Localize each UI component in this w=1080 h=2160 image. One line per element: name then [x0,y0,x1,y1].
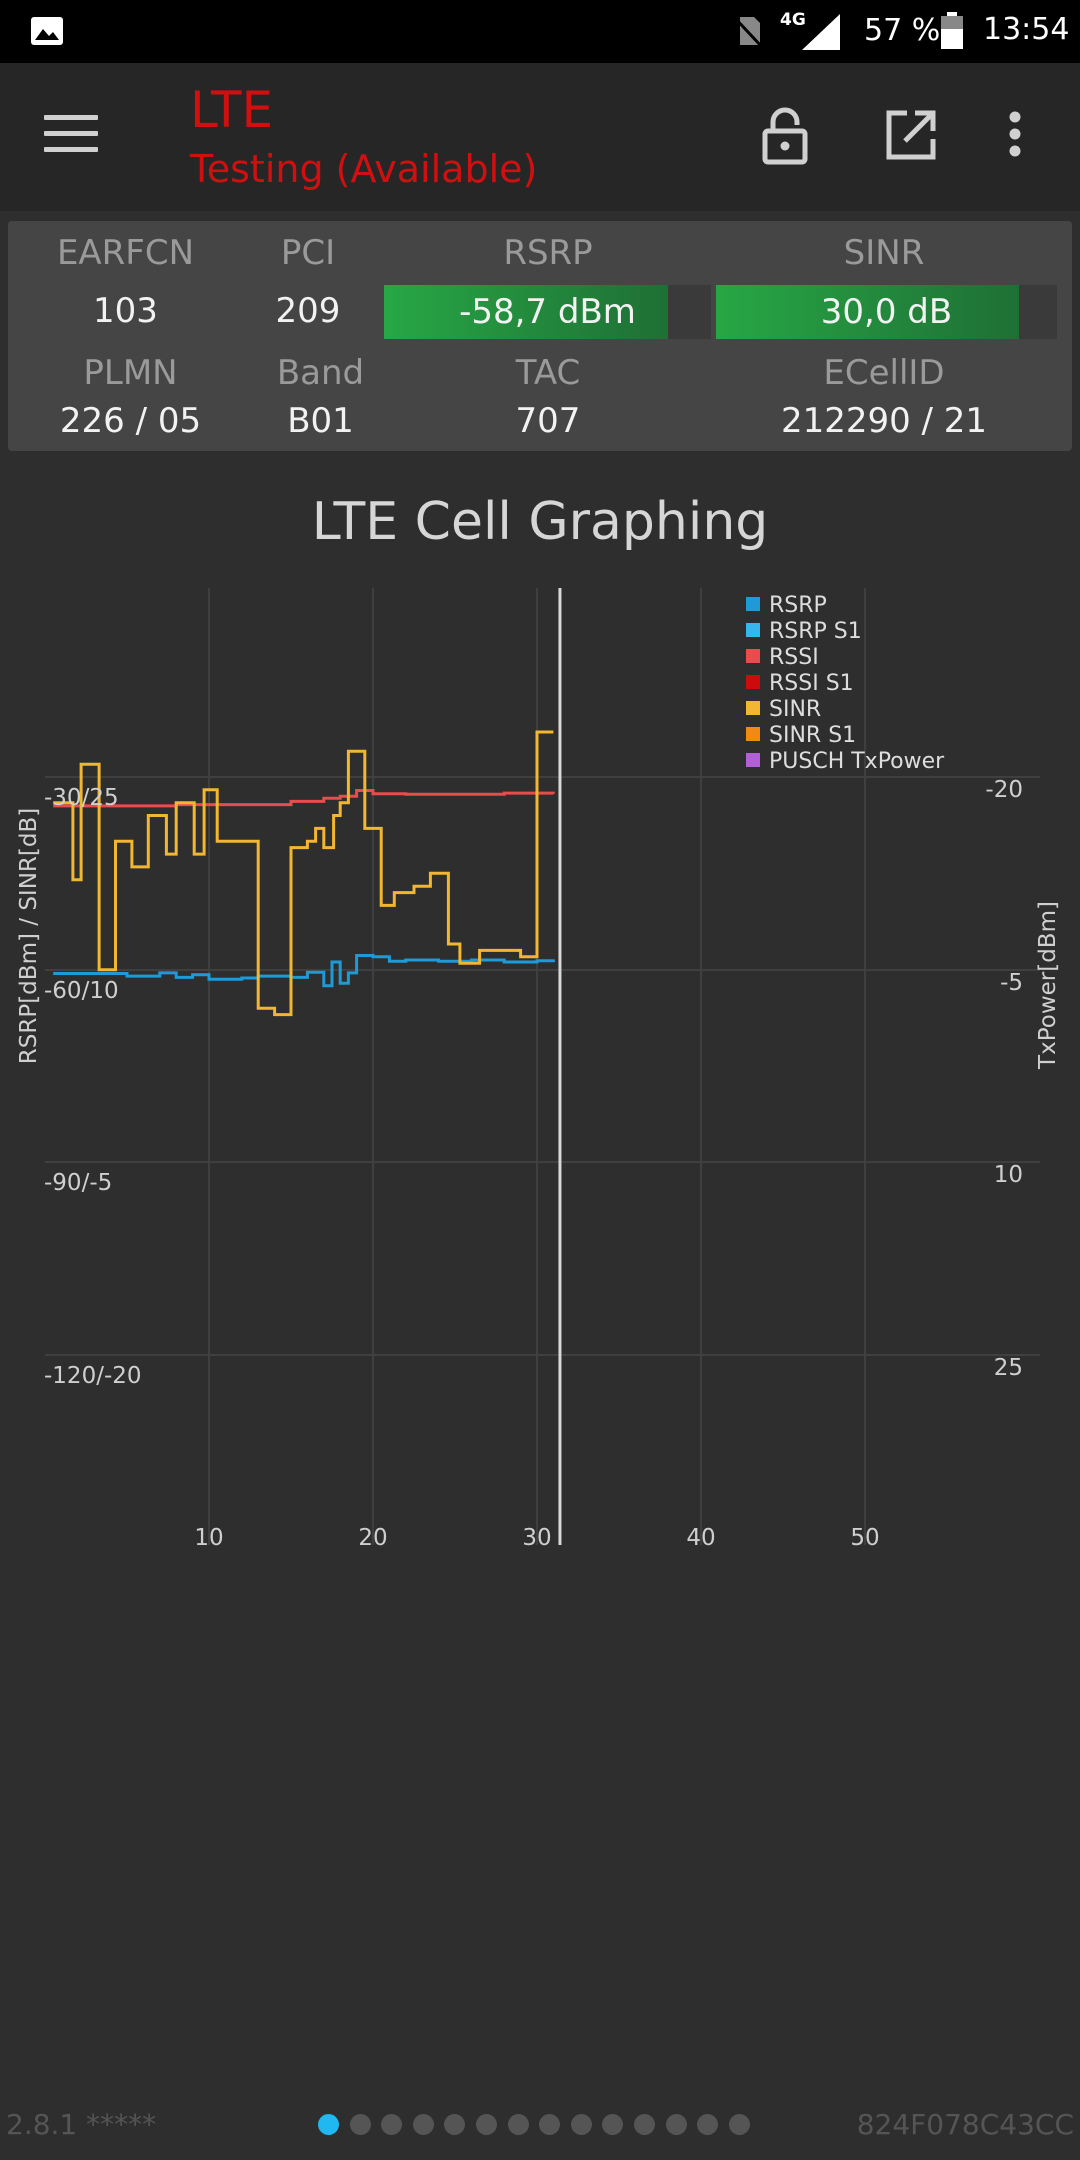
y-left-tick-label: -90/-5 [44,1170,112,1196]
page-subtitle: Testing (Available) [190,147,538,191]
tac-value: 707 [515,401,581,441]
band-value: B01 [287,401,354,441]
x-tick-label: 50 [850,1525,879,1551]
rsrp-meter: -58,7 dBm [384,285,711,339]
page-dot[interactable] [349,2114,371,2135]
y-left-tick-label: -30/25 [44,785,119,811]
page-dot[interactable] [539,2114,561,2135]
y-right-tick-label: -20 [985,777,1023,803]
page-dot[interactable] [444,2114,466,2135]
open-external-icon[interactable] [885,109,937,161]
network-type: 4G [780,10,806,30]
no-sim-icon [732,15,764,49]
battery-percent: 57 % [864,13,941,48]
x-tick-label: 20 [358,1525,387,1551]
page-dot[interactable] [665,2114,687,2135]
y-right-tick-label: 10 [994,1162,1023,1188]
legend-swatch [746,649,760,663]
ecellid-value: 212290 / 21 [780,401,988,441]
page-dot[interactable] [476,2114,497,2135]
legend-entry: RSSI [769,645,819,670]
x-tick-label: 30 [522,1525,551,1551]
plmn-value: 226 / 05 [59,401,202,441]
page-dot[interactable] [507,2114,529,2135]
legend-swatch [746,701,760,715]
y-left-tick-label: -120/-20 [44,1363,142,1389]
legend-entry: RSRP [769,593,827,618]
more-vert-icon[interactable] [1008,111,1022,157]
plmn-label: PLMN [83,353,178,393]
series-line-sinr [53,730,554,1017]
page-dot[interactable] [381,2114,403,2135]
page-dot[interactable] [728,2114,750,2135]
page-dot[interactable] [697,2114,719,2135]
page-dot[interactable] [602,2114,624,2135]
page-dot[interactable] [318,2114,339,2135]
earfcn-value: 103 [93,291,158,331]
legend-swatch [746,727,760,741]
app-bar: LTE Testing (Available) [0,63,1080,211]
legend-swatch [746,753,760,767]
legend-entry: SINR [769,697,821,722]
lock-icon[interactable] [760,107,810,165]
clock: 13:54 [983,12,1070,47]
rsrp-label: RSRP [503,233,593,273]
y-right-tick-label: 25 [994,1355,1023,1381]
device-id: 824F078C43CC [856,2108,1074,2141]
chart-title: LTE Cell Graphing [311,492,769,552]
sinr-meter: 30,0 dB [716,285,1057,339]
signal-icon [802,14,840,50]
battery-icon [941,12,963,49]
sinr-value: 30,0 dB [820,292,953,332]
legend-swatch [746,597,760,611]
legend-entry: SINR S1 [769,723,856,748]
legend-entry: PUSCH TxPower [769,749,945,774]
page-title: LTE [190,81,274,139]
page-dot[interactable] [412,2114,434,2135]
pci-value: 209 [275,291,341,331]
y-left-axis-title: RSRP[dBm] / SINR[dB] [16,808,42,1064]
series-line-rssi [53,789,555,808]
band-label: Band [276,353,365,393]
ecellid-label: ECellID [823,353,945,393]
x-tick-label: 40 [686,1525,715,1551]
rsrp-value: -58,7 dBm [459,292,636,332]
y-right-axis-title: TxPower[dBm] [1035,901,1061,1070]
tac-label: TAC [515,353,581,393]
image-icon [31,17,63,45]
rsrp-meter-fill [384,285,669,339]
cell-info-panel: EARFCN PCI RSRP SINR 103 209 -58,7 dBm 3… [8,221,1072,451]
page-dot[interactable] [570,2114,592,2135]
y-left-tick-label: -60/10 [44,978,119,1004]
series-line-rsrp [53,954,555,988]
y-right-tick-label: -5 [1000,970,1023,996]
legend-swatch [746,623,760,637]
menu-icon[interactable] [44,115,98,159]
sinr-label: SINR [843,233,925,273]
legend-swatch [746,675,760,689]
pci-label: PCI [280,233,336,273]
sinr-meter-fill [716,285,1020,339]
app-version: 2.8.1 ***** [6,2108,157,2141]
x-tick-label: 10 [194,1525,223,1551]
lte-chart[interactable]: -30/25 -60/10 -90/-5 -120/-20 -20 -5 10 25 10 20 3… [0,570,1080,1570]
legend-entry: RSRP S1 [769,619,862,644]
legend-entry: RSSI S1 [769,671,854,696]
earfcn-label: EARFCN [56,233,195,273]
page-dot[interactable] [634,2114,655,2135]
status-bar: 4G 57 % 13:54 [0,0,1080,63]
